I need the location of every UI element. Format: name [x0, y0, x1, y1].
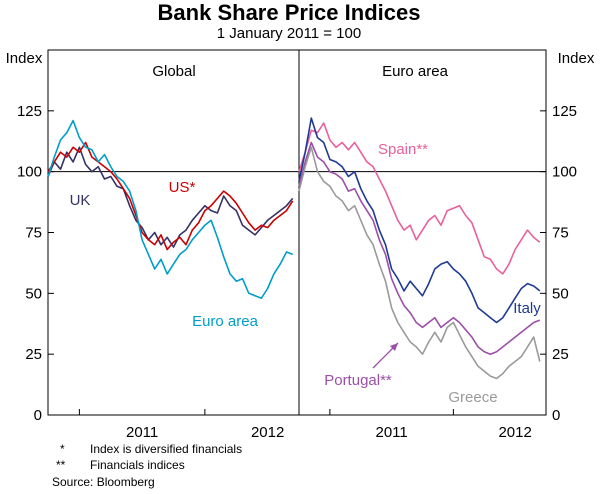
chart-subtitle: 1 January 2011 = 100 — [217, 25, 361, 42]
y-tick-label-left: 0 — [34, 407, 42, 424]
x-tick-label: 2011 — [375, 424, 407, 441]
x-tick-label: 2012 — [251, 424, 284, 441]
footnote-text-1: Index is diversified financials — [90, 442, 242, 456]
series-label-spain: Spain** — [378, 141, 428, 158]
footnote-mark-1: * — [60, 442, 65, 456]
y-tick-label-left: 50 — [25, 285, 42, 302]
y-axis-label-right: Index — [558, 50, 595, 67]
series-label-greece: Greece — [448, 389, 497, 406]
y-tick-label-right: 75 — [552, 225, 569, 242]
plot-frame — [47, 49, 547, 416]
series-line-spain — [298, 122, 541, 275]
y-axis-label-left: Index — [6, 50, 43, 67]
x-tick-label: 2012 — [498, 424, 531, 441]
series-label-us: US* — [169, 179, 196, 196]
series-lines — [47, 117, 541, 380]
series-label-italy: Italy — [513, 300, 541, 317]
y-tick-label-right: 0 — [552, 407, 560, 424]
series-line-us — [47, 141, 294, 251]
y-tick-labels-left: 0 25 50 75 100 125 — [17, 103, 42, 424]
series-label-uk: UK — [70, 192, 91, 209]
series-line-uk — [47, 146, 294, 248]
series-label-euro-area: Euro area — [192, 313, 259, 330]
footnote-mark-2: ** — [56, 458, 66, 472]
y-tick-label-right: 50 — [552, 285, 569, 302]
series-line-euro-area — [47, 119, 293, 300]
footnote-text-2: Financials indices — [90, 458, 185, 472]
y-tick-label-right: 100 — [552, 164, 577, 181]
panel-title-global: Global — [152, 63, 195, 80]
y-tick-label-left: 125 — [17, 103, 42, 120]
y-tick-label-left: 75 — [25, 225, 42, 242]
y-tick-label-right: 25 — [552, 346, 569, 363]
series-line-italy — [298, 117, 541, 324]
x-tick-labels: 2011 2012 2011 2012 — [126, 424, 532, 441]
x-tick-label: 2011 — [126, 424, 158, 441]
y-tick-label-right: 125 — [552, 103, 577, 120]
series-line-greece — [298, 146, 541, 380]
panel-title-euro-area: Euro area — [382, 63, 449, 80]
y-tick-label-left: 100 — [17, 164, 42, 181]
portugal-pointer-arrowhead — [390, 343, 398, 351]
y-tick-labels-right: 0 25 50 75 100 125 — [552, 103, 577, 424]
series-line-portugal — [298, 141, 541, 356]
plot-border — [47, 49, 547, 416]
chart-title: Bank Share Price Indices — [158, 0, 421, 25]
y-tick-label-left: 25 — [25, 346, 42, 363]
source-note: Source: Bloomberg — [52, 475, 155, 489]
series-label-portugal: Portugal** — [324, 372, 392, 389]
